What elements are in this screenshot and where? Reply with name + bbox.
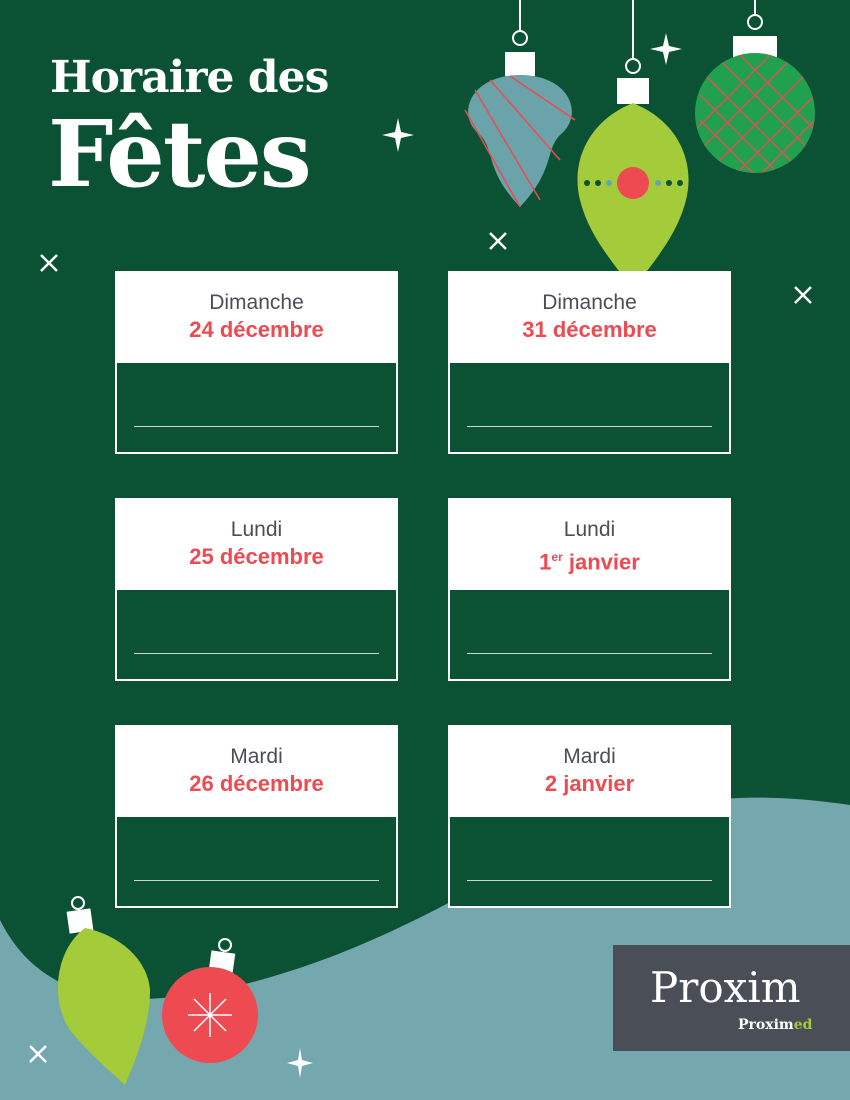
card-day: Dimanche: [209, 291, 304, 314]
hours-line: [467, 653, 712, 654]
card-date: 2 janvier: [544, 771, 635, 796]
card-date: 26 décembre: [189, 771, 324, 796]
date-month: janvier: [562, 549, 640, 575]
hours-line: [467, 880, 712, 881]
card-day: Lundi: [230, 518, 283, 541]
logo-main: Proxim: [650, 963, 801, 1012]
ornament-red-bottom: [162, 938, 258, 1063]
hours-line: [467, 426, 712, 427]
card-day: Dimanche: [542, 291, 637, 314]
sparkle-icons: [287, 33, 682, 1078]
page-title: Fêtes: [48, 100, 312, 208]
schedule-card: Mardi 26 décembre: [115, 725, 398, 908]
hours-line: [134, 653, 379, 654]
card-date: 1er janvier: [450, 542, 729, 577]
date-number: 1: [539, 549, 552, 575]
logo-sub-accent: ed: [793, 1017, 813, 1033]
logo-sub-text: Proxim: [738, 1017, 794, 1033]
date-ordinal: er: [551, 550, 563, 564]
ornament-lime-drop: [577, 0, 689, 290]
schedule-card: Lundi 25 décembre: [115, 498, 398, 681]
schedule-card: Dimanche 24 décembre: [115, 271, 398, 454]
schedule-card: Dimanche 31 décembre: [448, 271, 731, 454]
ornament-green-grid: [695, 0, 815, 173]
card-date: 24 décembre: [189, 317, 324, 342]
schedule-card: Mardi 2 janvier: [448, 725, 731, 908]
card-date: 31 décembre: [522, 317, 657, 342]
card-day: Mardi: [230, 745, 283, 768]
card-day: Lundi: [563, 518, 616, 541]
hours-line: [134, 426, 379, 427]
ornament-lime-bottom: [58, 896, 150, 1085]
schedule-card: Lundi 1er janvier: [448, 498, 731, 681]
ornament-teal-striped: [464, 0, 576, 208]
card-date: 25 décembre: [189, 544, 324, 569]
cross-sparkle-icons: [29, 232, 812, 1063]
hours-line: [134, 880, 379, 881]
logo-sub: Proximed: [738, 1017, 812, 1033]
card-day: Mardi: [563, 745, 616, 768]
title-line-1: Horaire des: [50, 52, 329, 103]
proxim-logo: Proxim Proximed: [613, 945, 850, 1051]
